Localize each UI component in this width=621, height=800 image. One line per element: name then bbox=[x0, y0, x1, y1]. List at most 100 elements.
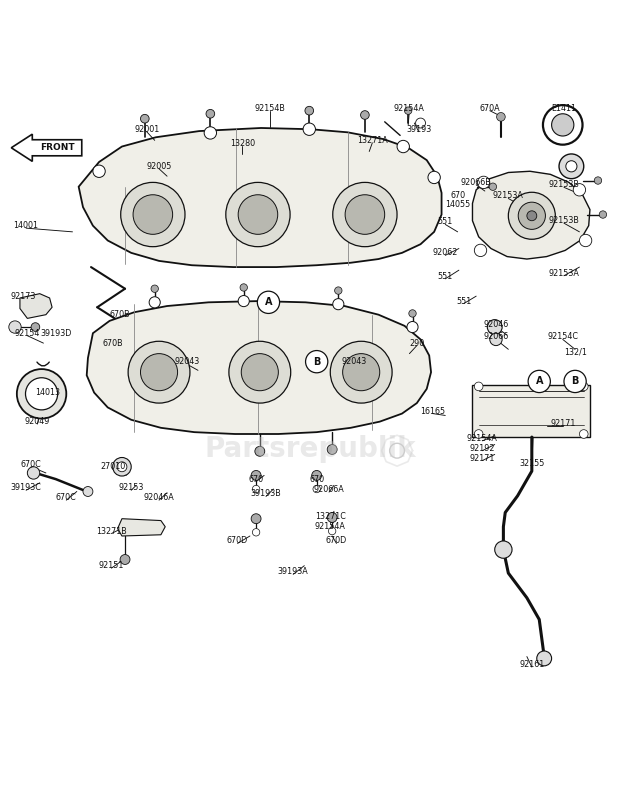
Circle shape bbox=[495, 541, 512, 558]
Polygon shape bbox=[117, 518, 165, 536]
Text: 14001: 14001 bbox=[14, 221, 39, 230]
Circle shape bbox=[17, 369, 66, 418]
Text: 92173: 92173 bbox=[11, 292, 36, 301]
Polygon shape bbox=[11, 134, 82, 162]
Circle shape bbox=[527, 211, 537, 221]
Text: B: B bbox=[313, 357, 320, 366]
Circle shape bbox=[518, 202, 545, 230]
Circle shape bbox=[240, 284, 247, 291]
Text: 92153A: 92153A bbox=[493, 191, 524, 201]
Circle shape bbox=[566, 161, 577, 172]
Text: 670A: 670A bbox=[479, 104, 500, 113]
Text: 92192: 92192 bbox=[469, 444, 495, 453]
Circle shape bbox=[404, 107, 412, 114]
Circle shape bbox=[312, 470, 322, 480]
Text: 13271A: 13271A bbox=[357, 136, 388, 145]
Circle shape bbox=[474, 382, 483, 390]
Text: 92066: 92066 bbox=[483, 333, 509, 342]
Circle shape bbox=[333, 298, 344, 310]
Text: 92066B: 92066B bbox=[461, 178, 492, 187]
Circle shape bbox=[117, 462, 127, 472]
Text: FRONT: FRONT bbox=[40, 143, 75, 152]
Circle shape bbox=[497, 113, 505, 121]
Text: 670D: 670D bbox=[326, 537, 347, 546]
Circle shape bbox=[305, 106, 314, 115]
Text: 670C: 670C bbox=[20, 460, 42, 469]
Text: 670B: 670B bbox=[110, 310, 130, 319]
Circle shape bbox=[335, 287, 342, 294]
Circle shape bbox=[251, 514, 261, 524]
Text: 670B: 670B bbox=[102, 338, 123, 348]
Circle shape bbox=[120, 182, 185, 246]
Polygon shape bbox=[473, 385, 590, 437]
Circle shape bbox=[25, 378, 58, 410]
Circle shape bbox=[594, 177, 602, 184]
Text: 14055: 14055 bbox=[445, 200, 470, 209]
Circle shape bbox=[31, 322, 40, 331]
Text: 290: 290 bbox=[409, 338, 425, 348]
Circle shape bbox=[559, 154, 584, 178]
Circle shape bbox=[487, 320, 502, 334]
Text: 670: 670 bbox=[248, 474, 264, 484]
Circle shape bbox=[564, 370, 586, 393]
Circle shape bbox=[330, 342, 392, 403]
Circle shape bbox=[407, 322, 418, 333]
Text: 39193A: 39193A bbox=[278, 567, 309, 576]
Circle shape bbox=[252, 486, 260, 493]
Circle shape bbox=[543, 105, 582, 145]
Text: 92043: 92043 bbox=[341, 357, 366, 366]
Circle shape bbox=[83, 486, 93, 497]
Text: A: A bbox=[265, 298, 272, 307]
Circle shape bbox=[238, 295, 249, 306]
Circle shape bbox=[333, 182, 397, 246]
Circle shape bbox=[551, 114, 574, 136]
Text: 92043: 92043 bbox=[175, 357, 199, 366]
Text: 92153: 92153 bbox=[119, 483, 144, 492]
Text: 670: 670 bbox=[309, 474, 324, 484]
Circle shape bbox=[329, 527, 336, 534]
Text: 13271B: 13271B bbox=[96, 526, 127, 535]
Text: 92154: 92154 bbox=[15, 329, 40, 338]
Circle shape bbox=[528, 370, 550, 393]
Circle shape bbox=[579, 430, 588, 438]
Circle shape bbox=[306, 350, 328, 373]
Circle shape bbox=[313, 486, 320, 493]
Circle shape bbox=[255, 446, 265, 456]
Circle shape bbox=[415, 118, 425, 128]
Text: 92005: 92005 bbox=[147, 162, 172, 171]
Text: 13271C: 13271C bbox=[315, 512, 346, 521]
Text: B: B bbox=[571, 377, 579, 386]
Circle shape bbox=[428, 171, 440, 184]
Circle shape bbox=[573, 184, 586, 196]
Text: 32155: 32155 bbox=[519, 458, 545, 467]
Text: 39193C: 39193C bbox=[11, 483, 42, 492]
Circle shape bbox=[242, 354, 278, 390]
Text: 39193D: 39193D bbox=[40, 329, 71, 338]
Circle shape bbox=[252, 529, 260, 536]
Polygon shape bbox=[87, 301, 431, 434]
Text: 92153A: 92153A bbox=[548, 269, 579, 278]
Circle shape bbox=[537, 651, 551, 666]
Text: 551: 551 bbox=[438, 218, 453, 226]
Text: E1411: E1411 bbox=[551, 104, 576, 113]
Text: 92161: 92161 bbox=[519, 660, 545, 669]
Circle shape bbox=[151, 285, 158, 293]
Circle shape bbox=[474, 430, 483, 438]
Polygon shape bbox=[20, 294, 52, 318]
Polygon shape bbox=[473, 171, 590, 259]
Text: 551: 551 bbox=[456, 297, 471, 306]
Text: 92046A: 92046A bbox=[143, 493, 175, 502]
Circle shape bbox=[9, 321, 21, 334]
Text: 92153B: 92153B bbox=[548, 216, 579, 226]
Circle shape bbox=[579, 382, 588, 390]
Circle shape bbox=[229, 342, 291, 403]
Text: 92171: 92171 bbox=[469, 454, 495, 462]
Text: 92154A: 92154A bbox=[467, 434, 498, 443]
Text: 92154C: 92154C bbox=[547, 333, 578, 342]
Circle shape bbox=[397, 140, 409, 153]
Circle shape bbox=[599, 211, 607, 218]
Circle shape bbox=[112, 458, 131, 476]
Text: 27010: 27010 bbox=[100, 462, 125, 471]
Circle shape bbox=[345, 194, 384, 234]
Text: 92154B: 92154B bbox=[255, 104, 286, 113]
